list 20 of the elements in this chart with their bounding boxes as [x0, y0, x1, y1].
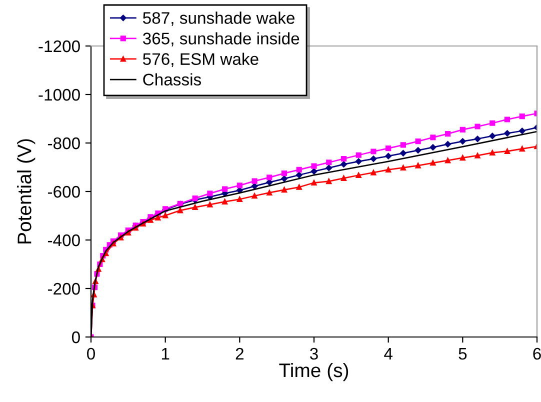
- x-tick-label: 0: [87, 348, 95, 360]
- legend-label: Chassis: [143, 73, 202, 86]
- y-tick-label: -1000: [38, 88, 80, 101]
- y-tick-label: -600: [48, 186, 80, 198]
- y-tick-label: 0: [72, 331, 80, 344]
- y-tick-label: -800: [48, 137, 80, 150]
- legend-label: 587, sunshade wake: [143, 12, 294, 26]
- x-tick-label: 5: [458, 348, 467, 360]
- x-tick-label: 1: [162, 348, 170, 360]
- legend-label: 365, sunshade inside: [142, 32, 300, 46]
- y-tick-label: -200: [48, 282, 80, 295]
- x-tick-label: 4: [384, 348, 392, 360]
- y-tick-label: -400: [48, 234, 80, 246]
- y-tick-label: -1200: [38, 40, 80, 52]
- x-tick-label: 3: [310, 348, 318, 360]
- x-tick-label: 2: [236, 348, 244, 360]
- y-axis-title: Potential (V): [17, 139, 36, 244]
- x-tick-label: 6: [533, 348, 541, 360]
- legend-label: 576, ESM wake: [143, 52, 258, 67]
- x-axis-title: Time (s): [279, 362, 348, 382]
